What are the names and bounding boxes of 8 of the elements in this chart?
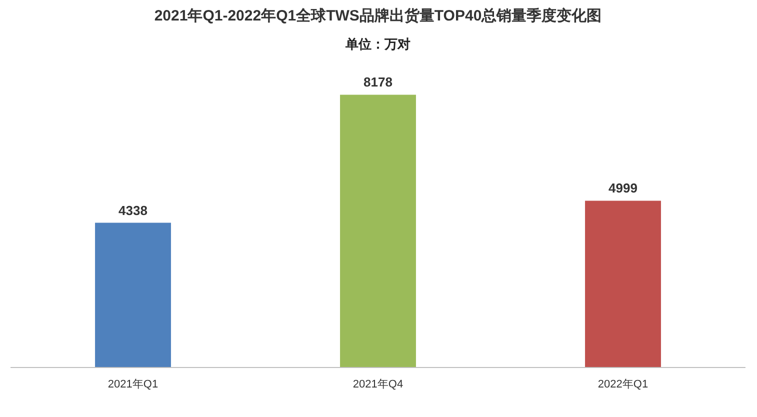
data-label: 8178 (364, 74, 392, 90)
x-tick-label: 2022年Q1 (598, 378, 648, 390)
data-label: 4338 (118, 202, 148, 218)
x-tick-label: 2021年Q1 (108, 378, 158, 390)
chart-subtitle: 单位：万对 (344, 36, 410, 52)
data-label: 4999 (608, 180, 638, 196)
chart-title: 2021年Q1-2022年Q1全球TWS品牌出货量TOP40总销量季度变化图 (154, 6, 602, 24)
x-tick-label: 2021年Q4 (352, 378, 404, 390)
